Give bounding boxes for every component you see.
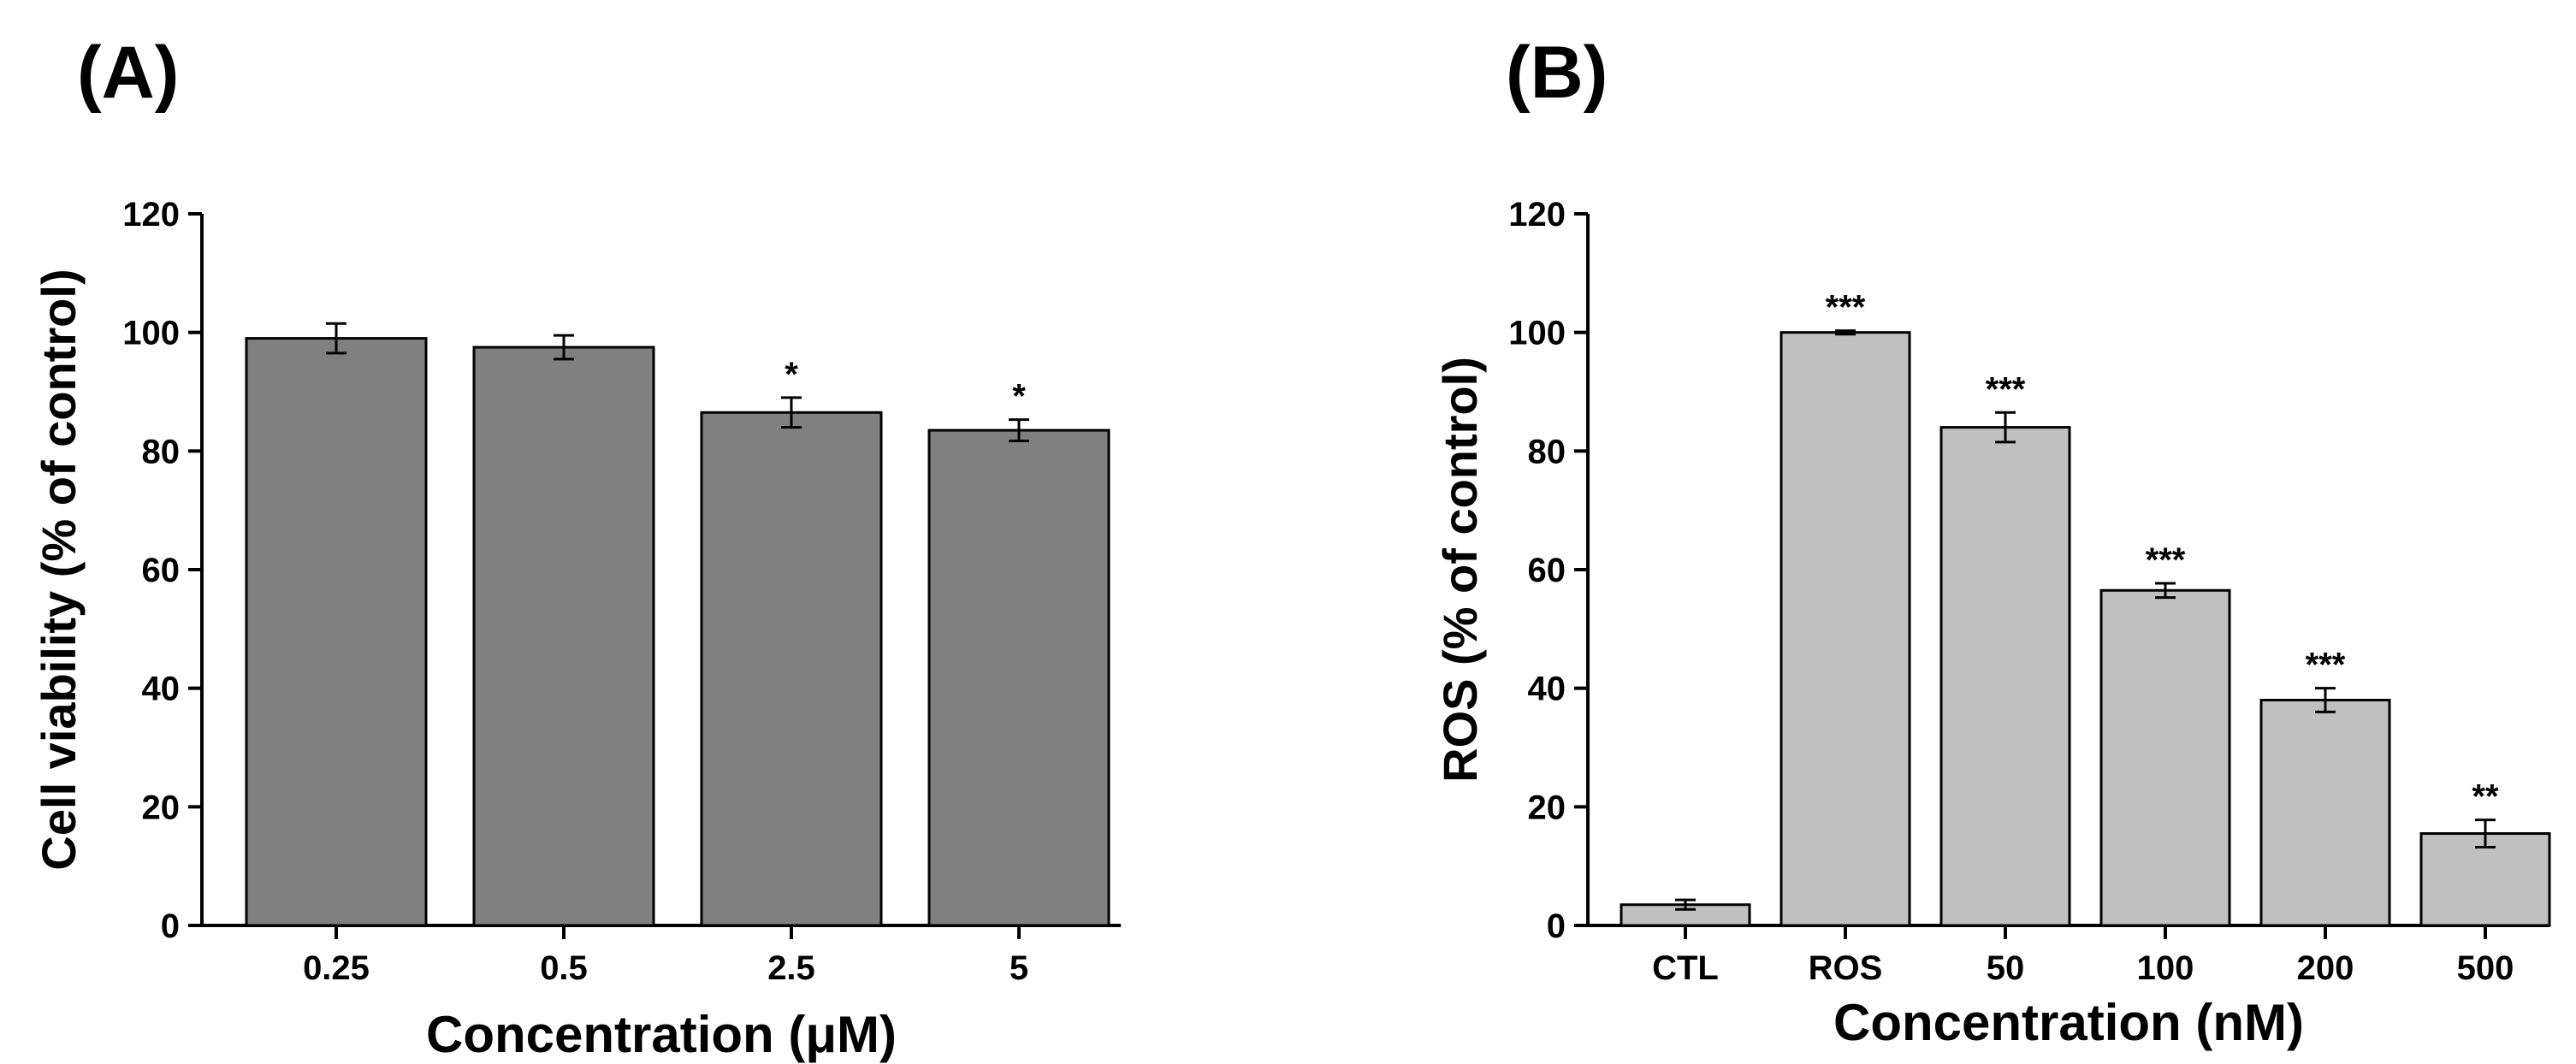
y-tick-label: 120: [1508, 196, 1566, 233]
significance-marker: *: [1012, 378, 1026, 416]
significance-marker: ***: [2306, 647, 2346, 684]
y-tick-label: 20: [1528, 789, 1566, 826]
x-tick-label: 5: [1010, 949, 1028, 987]
x-tick-label: 500: [2457, 949, 2514, 987]
significance-marker: *: [785, 356, 798, 393]
y-tick-label: 60: [142, 552, 181, 589]
y-tick-label: 40: [1528, 671, 1566, 708]
bar-a-0-25: [245, 337, 428, 927]
panel-label: (A): [77, 32, 179, 114]
x-tick-label: 50: [1987, 949, 2025, 987]
x-tick-label: ROS: [1809, 949, 1883, 987]
significance-marker: **: [2472, 778, 2499, 816]
x-tick-label: 0.5: [540, 949, 588, 987]
bar-b-ros: [1780, 331, 1911, 927]
significance-marker: ***: [1986, 370, 2026, 408]
y-tick-label: 40: [142, 671, 181, 708]
x-tick-label: 200: [2297, 949, 2354, 987]
bar-b-200: [2259, 699, 2391, 927]
y-tick-label: 100: [122, 315, 180, 352]
bar-a-0-5: [472, 346, 655, 927]
bar-a-5: [927, 429, 1110, 927]
x-axis-label: Concentration (nM): [1833, 994, 2304, 1051]
chart-a: (A) 0 20 40 60 80 100 120 0.25 0.5 2.5 * 5 * Concentra…: [32, 32, 1121, 1063]
y-tick-label: 20: [142, 789, 181, 826]
y-axis-label: ROS (% of control): [1433, 357, 1487, 783]
y-axis-label: Cell viability (% of control): [32, 269, 86, 870]
y-tick-label: 120: [122, 196, 180, 233]
bar-a-2-5: [700, 411, 883, 927]
bar-b-50: [1939, 426, 2071, 927]
y-tick-label: 60: [1528, 552, 1566, 589]
y-tick-label: 80: [142, 433, 181, 470]
x-tick-label: 2.5: [767, 949, 815, 987]
significance-marker: ***: [1826, 289, 1866, 327]
y-tick-label: 80: [1528, 433, 1566, 470]
y-tick-label: 0: [161, 907, 180, 945]
significance-marker: ***: [2146, 541, 2186, 579]
x-axis-label: Concentration (μM): [426, 1006, 897, 1063]
x-tick-label: 0.25: [303, 949, 370, 987]
y-tick-label: 0: [1547, 907, 1566, 945]
y-tick-label: 100: [1508, 315, 1566, 352]
x-tick-label: 100: [2137, 949, 2194, 987]
bar-b-100: [2099, 588, 2231, 927]
bar-b-500: [2419, 832, 2551, 927]
panel-label: (B): [1506, 32, 1608, 114]
chart-b: (B) 0 20 40 60 80 100 120 CTL ROS *** 50 *** 100 *** 20…: [1433, 32, 2551, 1051]
x-tick-label: CTL: [1652, 949, 1719, 987]
